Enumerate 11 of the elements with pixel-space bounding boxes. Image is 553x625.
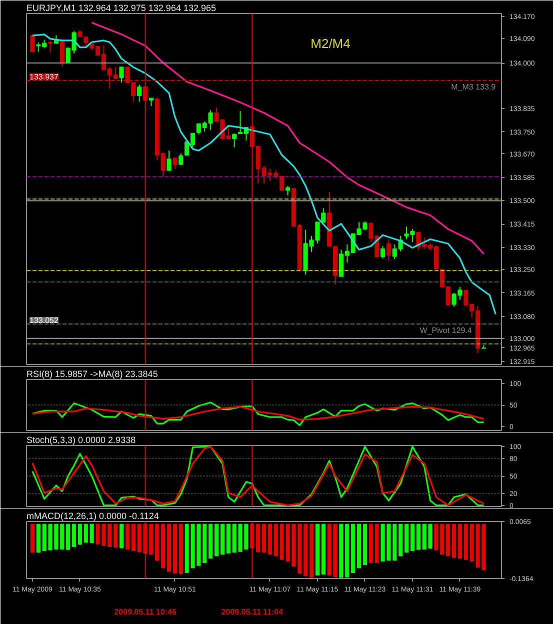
annotation: M2/M4	[310, 36, 350, 51]
ref-line-label: 2009.05.11 10:46	[114, 608, 177, 616]
chart-title: RSI(8) 15.9857 ->MA(8) 23.3845	[26, 369, 158, 379]
chart-title: Stoch(5,3,3) 0.0000 2.9338	[26, 435, 136, 445]
ref-line-label: 133.937	[30, 72, 59, 82]
annotation: W_Pivot 129.4	[420, 326, 472, 335]
annotation: M_M3 133.9	[451, 82, 496, 92]
ref-line-label: 2009.05.11 11:04	[221, 608, 284, 616]
chart-title: EURJPY,M1 132.964 132.975 132.964 132.965	[26, 3, 216, 13]
chart-title: mMACD(12,26,1) 0.0000 -0.1124	[26, 511, 159, 521]
ref-line-label: 133.052	[30, 316, 59, 326]
